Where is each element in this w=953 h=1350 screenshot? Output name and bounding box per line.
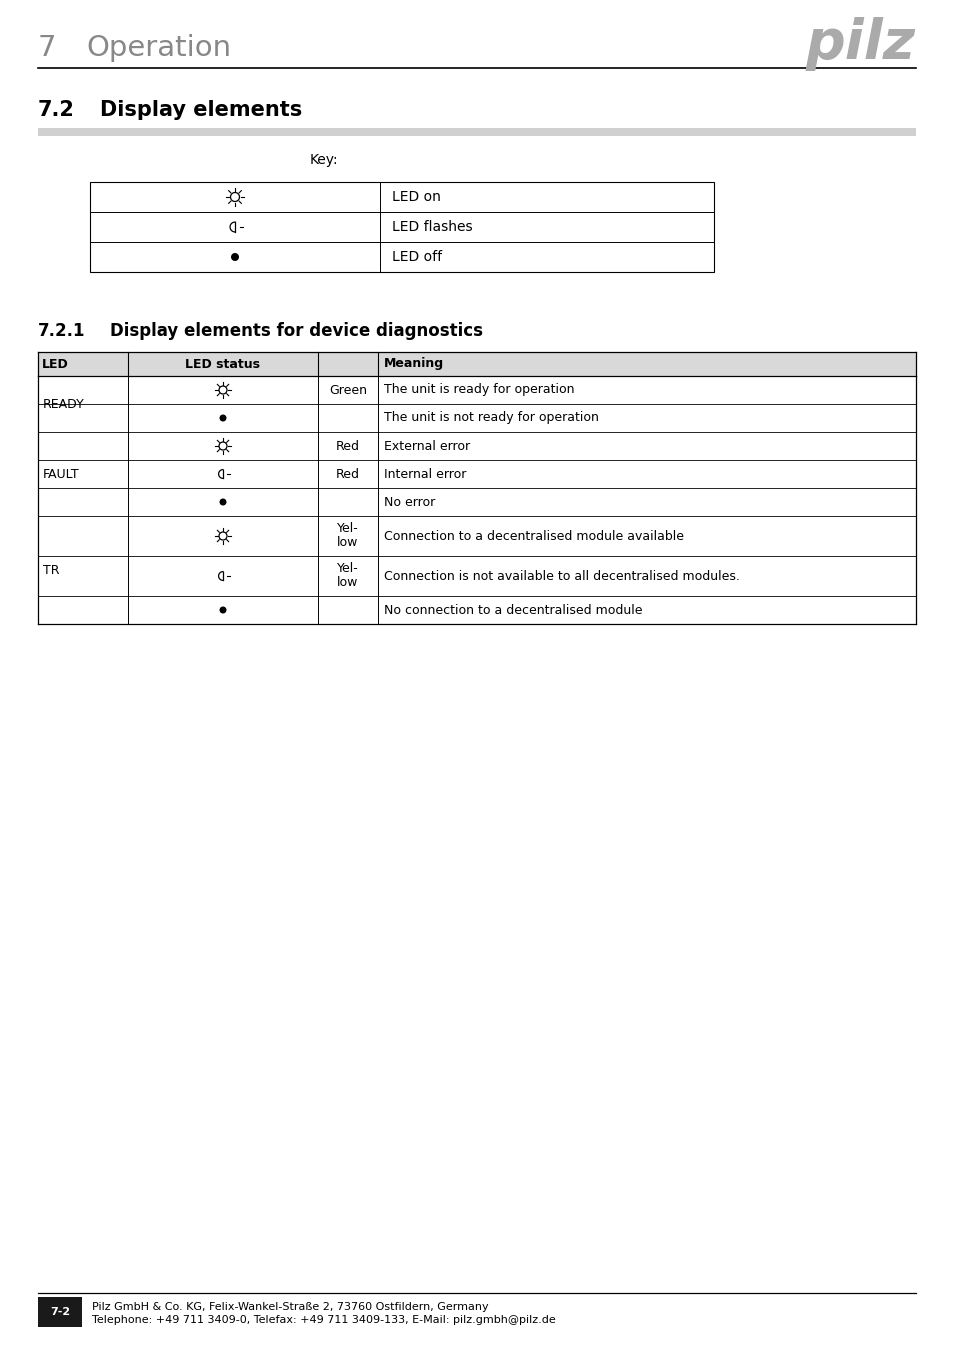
Text: 7.2.1: 7.2.1 <box>38 323 86 340</box>
Text: Operation: Operation <box>86 34 231 62</box>
Text: Display elements for device diagnostics: Display elements for device diagnostics <box>110 323 482 340</box>
Text: The unit is ready for operation: The unit is ready for operation <box>384 383 574 397</box>
Text: TR: TR <box>43 563 59 576</box>
Text: 7.2: 7.2 <box>38 100 74 120</box>
Text: The unit is not ready for operation: The unit is not ready for operation <box>384 412 598 424</box>
Text: LED on: LED on <box>392 190 440 204</box>
Text: LED status: LED status <box>185 358 260 370</box>
Text: No error: No error <box>384 495 435 509</box>
Text: Yel-
low: Yel- low <box>336 563 358 590</box>
Circle shape <box>219 498 226 505</box>
Text: pilz: pilz <box>805 18 915 72</box>
Circle shape <box>219 414 226 421</box>
Text: Telephone: +49 711 3409-0, Telefax: +49 711 3409-133, E-Mail: pilz.gmbh@pilz.de: Telephone: +49 711 3409-0, Telefax: +49 … <box>91 1315 556 1324</box>
Text: External error: External error <box>384 440 470 452</box>
Text: Internal error: Internal error <box>384 467 466 481</box>
Text: LED: LED <box>42 358 69 370</box>
Text: Yel-
low: Yel- low <box>336 522 358 549</box>
Text: No connection to a decentralised module: No connection to a decentralised module <box>384 603 641 617</box>
Text: READY: READY <box>43 397 85 410</box>
Text: FAULT: FAULT <box>43 467 79 481</box>
Text: Connection is not available to all decentralised modules.: Connection is not available to all decen… <box>384 570 740 582</box>
Circle shape <box>219 606 226 613</box>
Text: Red: Red <box>335 440 359 452</box>
Text: Pilz GmbH & Co. KG, Felix-Wankel-Straße 2, 73760 Ostfildern, Germany: Pilz GmbH & Co. KG, Felix-Wankel-Straße … <box>91 1301 488 1312</box>
Text: Green: Green <box>329 383 367 397</box>
Text: Connection to a decentralised module available: Connection to a decentralised module ava… <box>384 529 683 543</box>
Bar <box>90 182 713 271</box>
Bar <box>38 352 915 377</box>
Text: LED flashes: LED flashes <box>392 220 472 234</box>
Text: LED off: LED off <box>392 250 441 265</box>
Text: Red: Red <box>335 467 359 481</box>
Text: Display elements: Display elements <box>100 100 302 120</box>
Text: Meaning: Meaning <box>384 358 444 370</box>
Bar <box>38 128 915 136</box>
Text: 7: 7 <box>38 34 56 62</box>
Text: 7-2: 7-2 <box>50 1307 70 1318</box>
Circle shape <box>231 252 239 261</box>
Text: Key:: Key: <box>310 153 338 167</box>
Bar <box>38 1297 82 1327</box>
